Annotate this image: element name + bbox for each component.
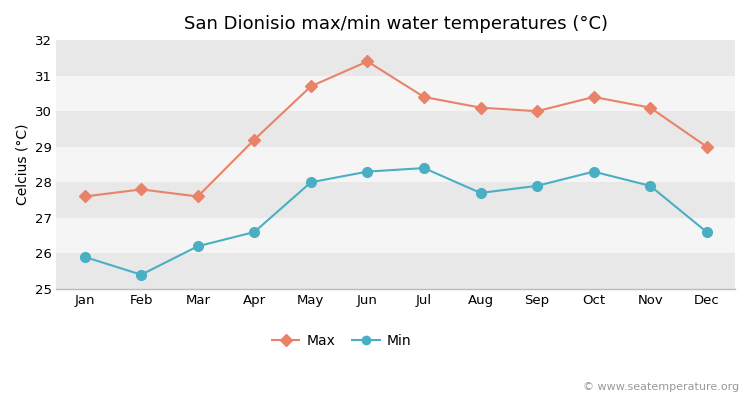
Text: © www.seatemperature.org: © www.seatemperature.org	[583, 382, 739, 392]
Max	[136, 187, 146, 192]
Min	[646, 184, 655, 188]
Max	[307, 84, 316, 89]
Min	[80, 254, 89, 259]
Min	[419, 166, 428, 170]
Max	[702, 144, 711, 149]
Min	[194, 244, 202, 249]
Min	[476, 190, 485, 195]
Line: Min: Min	[80, 163, 712, 280]
Max	[476, 105, 485, 110]
Legend: Max, Min: Max, Min	[266, 328, 417, 353]
Min	[702, 230, 711, 234]
Bar	[56, 111, 735, 147]
Max	[194, 194, 202, 199]
Min	[590, 169, 598, 174]
Max	[532, 109, 542, 114]
Bar	[56, 182, 735, 218]
Max	[419, 94, 428, 99]
Min	[532, 184, 542, 188]
Max	[646, 105, 655, 110]
Min	[136, 272, 146, 277]
Y-axis label: Celcius (°C): Celcius (°C)	[15, 124, 29, 205]
Min	[307, 180, 316, 185]
Max	[250, 137, 259, 142]
Min	[363, 169, 372, 174]
Title: San Dionisio max/min water temperatures (°C): San Dionisio max/min water temperatures …	[184, 15, 608, 33]
Bar	[56, 76, 735, 111]
Bar	[56, 147, 735, 182]
Bar	[56, 218, 735, 253]
Max	[590, 94, 598, 99]
Min	[250, 230, 259, 234]
Max	[363, 59, 372, 64]
Bar	[56, 253, 735, 289]
Bar	[56, 40, 735, 76]
Max	[80, 194, 89, 199]
Line: Max: Max	[80, 57, 711, 201]
